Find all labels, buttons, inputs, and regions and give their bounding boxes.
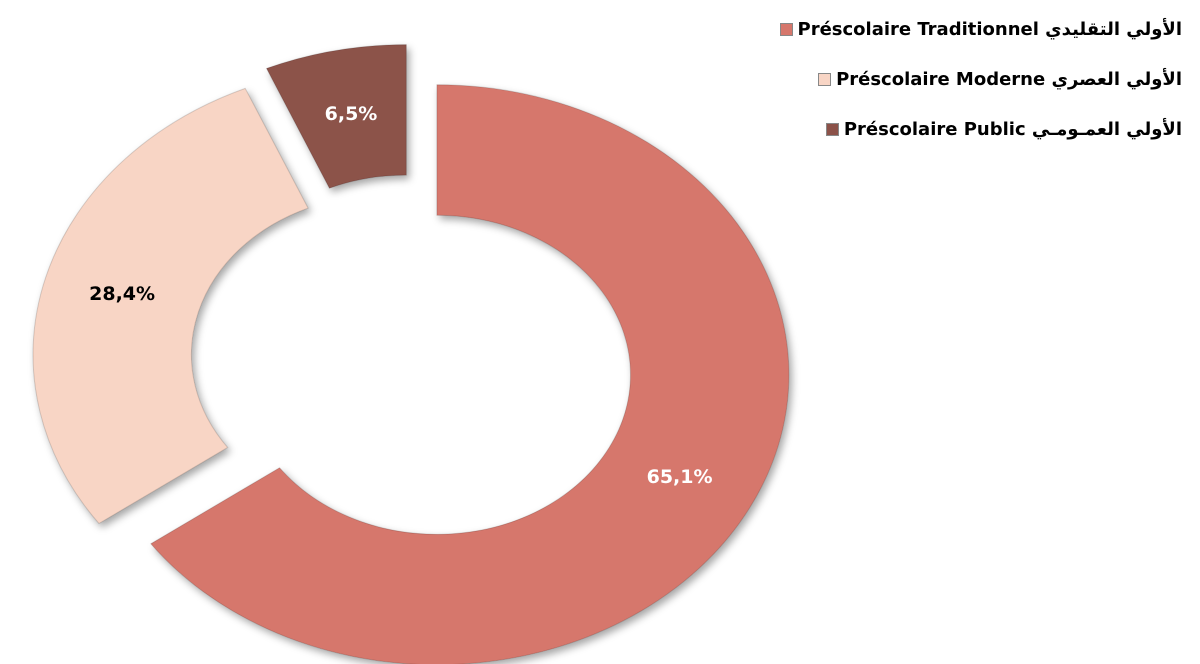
legend-label: الأولي العصري Préscolaire Moderne	[836, 68, 1182, 90]
legend-label: الأولي العمـومـي Préscolaire Public	[843, 118, 1182, 140]
legend: الأولي التقليدي Préscolaire Traditionnel…	[779, 4, 1183, 154]
legend-label: الأولي التقليدي Préscolaire Traditionnel	[797, 18, 1183, 40]
donut-slice	[150, 84, 790, 664]
legend-swatch	[818, 72, 832, 86]
data-label: 6,5%	[325, 103, 378, 125]
donut-slice	[265, 44, 407, 189]
legend-swatch	[779, 22, 793, 36]
data-label: 65,1%	[647, 466, 713, 488]
donut-slice	[32, 87, 309, 525]
legend-item: الأولي العمـومـي Préscolaire Public	[780, 104, 1182, 154]
legend-item: الأولي التقليدي Préscolaire Traditionnel	[779, 4, 1183, 54]
legend-swatch	[825, 122, 839, 136]
legend-item: الأولي العصري Préscolaire Moderne	[780, 54, 1182, 104]
data-label: 28,4%	[89, 283, 155, 305]
